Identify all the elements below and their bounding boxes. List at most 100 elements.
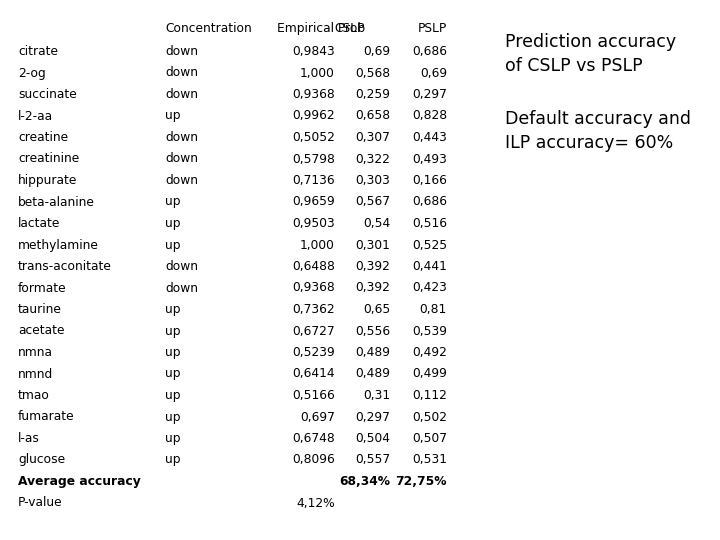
Text: up: up — [165, 346, 181, 359]
Text: 0,69: 0,69 — [420, 66, 447, 79]
Text: 4,12%: 4,12% — [297, 496, 335, 510]
Text: 0,502: 0,502 — [412, 410, 447, 423]
Text: down: down — [165, 174, 198, 187]
Text: 0,7362: 0,7362 — [292, 303, 335, 316]
Text: down: down — [165, 88, 198, 101]
Text: trans-aconitate: trans-aconitate — [18, 260, 112, 273]
Text: 0,423: 0,423 — [412, 281, 447, 294]
Text: 0,556: 0,556 — [355, 325, 390, 338]
Text: 0,6727: 0,6727 — [292, 325, 335, 338]
Text: 0,493: 0,493 — [412, 152, 447, 165]
Text: 0,504: 0,504 — [355, 432, 390, 445]
Text: 0,7136: 0,7136 — [292, 174, 335, 187]
Text: beta-alanine: beta-alanine — [18, 195, 95, 208]
Text: 0,166: 0,166 — [412, 174, 447, 187]
Text: Average accuracy: Average accuracy — [18, 475, 140, 488]
Text: down: down — [165, 260, 198, 273]
Text: up: up — [165, 195, 181, 208]
Text: 0,489: 0,489 — [355, 346, 390, 359]
Text: 0,6488: 0,6488 — [292, 260, 335, 273]
Text: up: up — [165, 217, 181, 230]
Text: up: up — [165, 454, 181, 467]
Text: 0,686: 0,686 — [412, 45, 447, 58]
Text: CSLP: CSLP — [335, 22, 365, 35]
Text: 0,9368: 0,9368 — [292, 281, 335, 294]
Text: 0,5166: 0,5166 — [292, 389, 335, 402]
Text: 72,75%: 72,75% — [395, 475, 447, 488]
Text: 0,443: 0,443 — [412, 131, 447, 144]
Text: l-2-aa: l-2-aa — [18, 110, 53, 123]
Text: l-as: l-as — [18, 432, 40, 445]
Text: citrate: citrate — [18, 45, 58, 58]
Text: up: up — [165, 110, 181, 123]
Text: methylamine: methylamine — [18, 239, 99, 252]
Text: 1,000: 1,000 — [300, 239, 335, 252]
Text: 0,5239: 0,5239 — [292, 346, 335, 359]
Text: 0,54: 0,54 — [363, 217, 390, 230]
Text: creatinine: creatinine — [18, 152, 79, 165]
Text: 0,112: 0,112 — [412, 389, 447, 402]
Text: up: up — [165, 389, 181, 402]
Text: Default accuracy and
ILP accuracy= 60%: Default accuracy and ILP accuracy= 60% — [505, 110, 691, 152]
Text: down: down — [165, 66, 198, 79]
Text: formate: formate — [18, 281, 67, 294]
Text: 0,297: 0,297 — [412, 88, 447, 101]
Text: down: down — [165, 152, 198, 165]
Text: 0,81: 0,81 — [420, 303, 447, 316]
Text: down: down — [165, 281, 198, 294]
Text: up: up — [165, 303, 181, 316]
Text: nmna: nmna — [18, 346, 53, 359]
Text: 0,539: 0,539 — [412, 325, 447, 338]
Text: 0,259: 0,259 — [355, 88, 390, 101]
Text: 0,507: 0,507 — [412, 432, 447, 445]
Text: 0,9659: 0,9659 — [292, 195, 335, 208]
Text: up: up — [165, 325, 181, 338]
Text: Prediction accuracy
of CSLP vs PSLP: Prediction accuracy of CSLP vs PSLP — [505, 33, 676, 75]
Text: 0,499: 0,499 — [412, 368, 447, 381]
Text: up: up — [165, 239, 181, 252]
Text: up: up — [165, 410, 181, 423]
Text: 68,34%: 68,34% — [339, 475, 390, 488]
Text: acetate: acetate — [18, 325, 65, 338]
Text: 0,65: 0,65 — [363, 303, 390, 316]
Text: down: down — [165, 45, 198, 58]
Text: 1,000: 1,000 — [300, 66, 335, 79]
Text: taurine: taurine — [18, 303, 62, 316]
Text: 0,697: 0,697 — [300, 410, 335, 423]
Text: 0,5052: 0,5052 — [292, 131, 335, 144]
Text: 0,567: 0,567 — [355, 195, 390, 208]
Text: 2-og: 2-og — [18, 66, 46, 79]
Text: 0,828: 0,828 — [412, 110, 447, 123]
Text: P-value: P-value — [18, 496, 63, 510]
Text: tmao: tmao — [18, 389, 50, 402]
Text: 0,525: 0,525 — [412, 239, 447, 252]
Text: 0,9503: 0,9503 — [292, 217, 335, 230]
Text: 0,531: 0,531 — [412, 454, 447, 467]
Text: 0,392: 0,392 — [355, 281, 390, 294]
Text: 0,568: 0,568 — [355, 66, 390, 79]
Text: fumarate: fumarate — [18, 410, 75, 423]
Text: 0,8096: 0,8096 — [292, 454, 335, 467]
Text: hippurate: hippurate — [18, 174, 77, 187]
Text: 0,557: 0,557 — [355, 454, 390, 467]
Text: 0,6414: 0,6414 — [292, 368, 335, 381]
Text: 0,392: 0,392 — [355, 260, 390, 273]
Text: creatine: creatine — [18, 131, 68, 144]
Text: 0,303: 0,303 — [355, 174, 390, 187]
Text: 0,301: 0,301 — [355, 239, 390, 252]
Text: 0,658: 0,658 — [355, 110, 390, 123]
Text: 0,441: 0,441 — [412, 260, 447, 273]
Text: 0,9368: 0,9368 — [292, 88, 335, 101]
Text: nmnd: nmnd — [18, 368, 53, 381]
Text: 0,5798: 0,5798 — [292, 152, 335, 165]
Text: 0,9843: 0,9843 — [292, 45, 335, 58]
Text: 0,322: 0,322 — [355, 152, 390, 165]
Text: succinate: succinate — [18, 88, 77, 101]
Text: 0,31: 0,31 — [363, 389, 390, 402]
Text: up: up — [165, 432, 181, 445]
Text: 0,69: 0,69 — [363, 45, 390, 58]
Text: down: down — [165, 131, 198, 144]
Text: 0,492: 0,492 — [412, 346, 447, 359]
Text: 0,516: 0,516 — [412, 217, 447, 230]
Text: up: up — [165, 368, 181, 381]
